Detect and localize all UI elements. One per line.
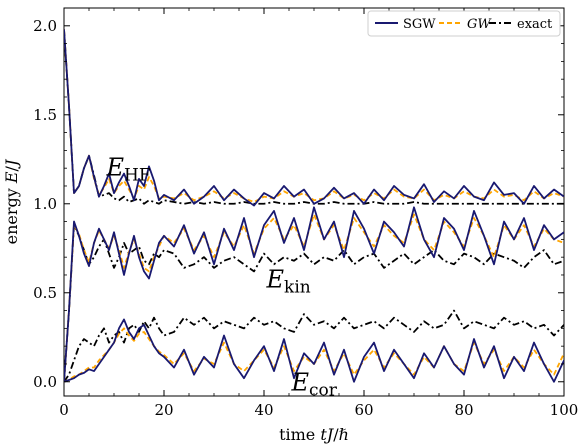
x-tick-label: 60 bbox=[354, 401, 373, 419]
y-tick-label: 0.5 bbox=[33, 284, 57, 302]
series-layer bbox=[64, 29, 564, 383]
series-line-e-hf-exact bbox=[64, 29, 564, 205]
x-tick-label: 0 bbox=[59, 401, 69, 419]
tick-layer: 0 20 40 60 80 100 0.0 0.5 1.0 1.5 2.0 bbox=[33, 8, 578, 419]
legend-box bbox=[367, 10, 561, 37]
series-line-e-cor-sgw bbox=[64, 318, 564, 383]
y-tick-label: 2.0 bbox=[33, 17, 57, 35]
y-tick-label: 1.0 bbox=[33, 195, 57, 213]
x-tick-label: 20 bbox=[154, 401, 173, 419]
x-tick-label: 40 bbox=[254, 401, 273, 419]
annotation-layer: EHF Ekin Ecor bbox=[106, 153, 338, 400]
y-axis-label: energy E/J bbox=[2, 158, 21, 244]
x-axis-label: time tJ/ℏ bbox=[279, 425, 349, 444]
y-tick-label: 0.0 bbox=[33, 373, 57, 391]
x-tick-label: 80 bbox=[454, 401, 473, 419]
legend-label-gw: GW bbox=[467, 17, 492, 32]
y-tick-label: 1.5 bbox=[33, 106, 57, 124]
legend: SGW GW exact bbox=[367, 10, 561, 37]
series-line-e-hf-gw bbox=[64, 29, 564, 203]
legend-label-sgw: SGW bbox=[403, 17, 436, 32]
annotation-e-hf: EHF bbox=[106, 153, 151, 185]
series-line-e-kin-exact bbox=[64, 224, 564, 382]
series-line-e-hf-sgw bbox=[64, 29, 564, 207]
series-line-e-cor-exact bbox=[64, 309, 564, 383]
annotation-e-kin: Ekin bbox=[266, 265, 311, 297]
series-line-e-kin-sgw bbox=[64, 206, 564, 382]
legend-label-exact: exact bbox=[517, 17, 553, 32]
annotation-e-cor: Ecor bbox=[291, 369, 338, 401]
x-tick-label: 100 bbox=[550, 401, 579, 419]
plot-area bbox=[63, 7, 565, 397]
